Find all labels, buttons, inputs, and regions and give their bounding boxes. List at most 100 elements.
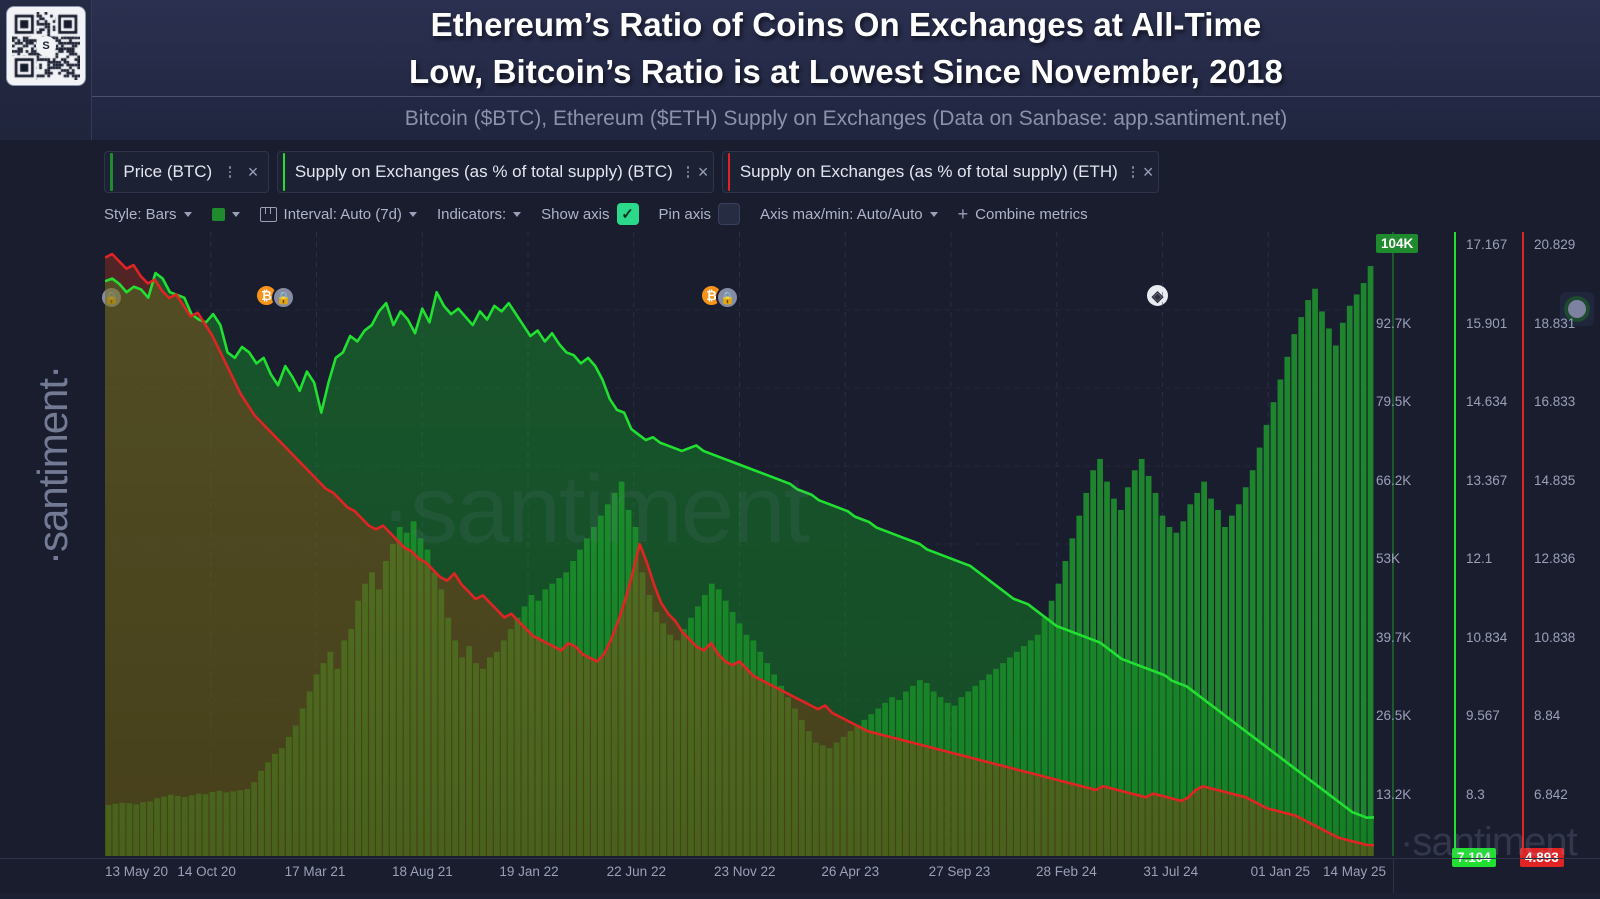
watermark-left: ·santiment· — [29, 365, 76, 565]
x-axis-tick-label: 31 Jul 24 — [1143, 864, 1199, 879]
chart-plot-area[interactable] — [105, 232, 1374, 856]
chart-toolbar: Style: Bars Interval: Auto (7d) Indicato… — [0, 198, 1600, 230]
y-axis-supply-btc[interactable]: 17.167 15.901 14.634 13.367 12.1 10.834 9.567 8… — [1440, 232, 1507, 867]
tab-color-swatch — [728, 153, 730, 191]
axis-tick-label: 18.831 — [1534, 315, 1576, 331]
axis-tick-label: 13.2K — [1376, 786, 1412, 802]
y-axis-supply-eth[interactable]: 20.829 18.831 16.833 14.835 12.836 10.838 8.84… — [1508, 232, 1576, 867]
axis-line — [1522, 232, 1524, 856]
close-icon[interactable]: × — [247, 162, 259, 182]
close-icon[interactable]: × — [697, 162, 709, 182]
indicators-dropdown[interactable]: Indicators: — [436, 205, 522, 223]
tab-supply-btc[interactable]: Supply on Exchanges (as % of total suppl… — [277, 151, 714, 193]
page-subtitle: Bitcoin ($BTC), Ethereum ($ETH) Supply o… — [404, 107, 1288, 130]
color-swatch — [211, 207, 225, 221]
show-axis-checkbox[interactable]: ✓ — [616, 203, 639, 225]
axis-minmax-label: Axis max/min: Auto/Auto — [760, 205, 923, 223]
pin-axis-checkbox[interactable] — [718, 203, 741, 225]
axis-current-value-badge: 4.893 — [1520, 848, 1564, 867]
axis-current-value-badge: 7.104 — [1452, 848, 1496, 867]
axis-tick-label: 15.901 — [1466, 315, 1508, 331]
y-axis-price-btc[interactable]: 104K92.7K79.5K66.2K53K39.7K26.5K13.2K104… — [1374, 232, 1434, 856]
axis-tick-label: 39.7K — [1376, 629, 1412, 645]
style-dropdown[interactable]: Style: Bars — [104, 206, 192, 223]
x-axis[interactable]: 13 May 20 14 Oct 20 17 Mar 21 18 Aug 21 19 J… — [0, 858, 1600, 899]
x-axis-tick-label: 01 Jan 25 — [1250, 864, 1310, 879]
qr-logo: S — [36, 36, 56, 56]
chevron-down-icon — [513, 211, 522, 217]
lock-icon: 🔒 — [716, 286, 739, 309]
color-dropdown[interactable] — [211, 207, 240, 221]
show-axis-toggle[interactable]: Show axis ✓ — [541, 203, 639, 225]
x-axis-tick-label: 18 Aug 21 — [392, 864, 453, 879]
axis-line — [1454, 232, 1456, 856]
kebab-icon[interactable] — [685, 162, 691, 182]
axis-tick-label: 12.1 — [1466, 551, 1493, 566]
chevron-down-icon — [929, 211, 938, 217]
axis-tick-label: 92.7K — [1376, 315, 1412, 331]
axis-line — [1392, 232, 1394, 856]
x-axis-tick-label: 23 Nov 22 — [714, 864, 776, 879]
axis-tick-label: 9.567 — [1466, 708, 1500, 723]
axis-tick-label: 12.836 — [1534, 551, 1576, 566]
interval-dropdown[interactable]: Interval: Auto (7d) — [259, 205, 417, 223]
combine-metrics-label: Combine metrics — [975, 205, 1088, 223]
indicators-label: Indicators: — [436, 205, 507, 223]
axis-tick-label: 8.84 — [1534, 708, 1561, 723]
kebab-icon[interactable] — [1130, 162, 1136, 182]
axis-tick-label: 16.833 — [1534, 394, 1576, 409]
bars-icon — [259, 206, 277, 222]
x-axis-tick-label: 28 Feb 24 — [1036, 864, 1097, 879]
axis-tick-label: 6.842 — [1534, 786, 1568, 802]
x-axis-tick-label: 22 Jun 22 — [606, 864, 666, 879]
tab-label: Price (BTC) — [123, 162, 213, 181]
axis-tick-label: 17.167 — [1466, 237, 1508, 252]
axis-tick-label: 66.2K — [1376, 472, 1412, 488]
eth-icon: ◈ — [1145, 283, 1170, 308]
axis-tick-label: 79.5K — [1376, 394, 1412, 409]
style-label: Style: Bars — [104, 205, 177, 223]
axis-current-value-badge: 104K — [1376, 234, 1419, 253]
header-divider — [92, 96, 1600, 97]
x-axis-tick-label: 26 Apr 23 — [821, 864, 880, 879]
close-icon[interactable]: × — [1142, 162, 1154, 182]
interval-label: Interval: Auto (7d) — [283, 205, 402, 223]
qr-code[interactable]: S — [7, 7, 85, 85]
tab-label: Supply on Exchanges (as % of total suppl… — [294, 162, 673, 181]
tab-price-btc[interactable]: Price (BTC) × — [104, 151, 269, 193]
x-axis-divider — [1393, 858, 1394, 899]
x-axis-tick-label: 19 Jan 22 — [499, 864, 559, 879]
series-line — [105, 271, 1374, 819]
combine-metrics-button[interactable]: + Combine metrics — [958, 205, 1088, 223]
axis-tick-label: 14.634 — [1466, 394, 1508, 409]
axis-tick-label: 53K — [1376, 551, 1401, 566]
tab-color-swatch — [283, 153, 285, 191]
axis-tick-label: 10.838 — [1534, 629, 1576, 645]
axis-tick-label: 26.5K — [1376, 708, 1412, 723]
tab-color-swatch — [110, 153, 114, 191]
kebab-icon[interactable] — [224, 162, 236, 182]
status-indicator[interactable] — [1560, 292, 1594, 326]
axis-tick-label: 8.3 — [1466, 786, 1485, 802]
lock-icon: 🔒 — [272, 286, 295, 309]
pin-axis-toggle[interactable]: Pin axis — [659, 203, 741, 225]
title-line-1: Ethereum’s Ratio of Coins On Exchanges a… — [430, 6, 1262, 43]
chevron-down-icon — [231, 211, 240, 217]
show-axis-label: Show axis — [541, 205, 610, 223]
axis-tick-label: 13.367 — [1466, 472, 1508, 488]
bottom-scrollbar[interactable] — [0, 893, 1600, 899]
chart-svg — [105, 232, 1374, 856]
metric-tabs: Price (BTC) × 🔒 Supply on Exchanges (as … — [0, 140, 1600, 326]
header: Ethereum’s Ratio of Coins On Exchanges a… — [0, 0, 1600, 140]
series-line — [105, 252, 1374, 847]
chevron-down-icon — [408, 211, 417, 217]
qr-code-image: S — [12, 12, 80, 80]
chevron-down-icon — [183, 211, 192, 217]
tab-label: Supply on Exchanges (as % of total suppl… — [739, 162, 1118, 181]
axis-tick-label: 20.829 — [1534, 237, 1576, 252]
axis-minmax-dropdown[interactable]: Axis max/min: Auto/Auto — [760, 206, 938, 223]
tab-supply-eth[interactable]: Supply on Exchanges (as % of total suppl… — [722, 151, 1159, 193]
pin-axis-label: Pin axis — [658, 205, 712, 223]
x-axis-tick-label: 14 May 25 — [1323, 864, 1387, 879]
x-axis-tick-label: 13 May 20 — [105, 864, 169, 879]
